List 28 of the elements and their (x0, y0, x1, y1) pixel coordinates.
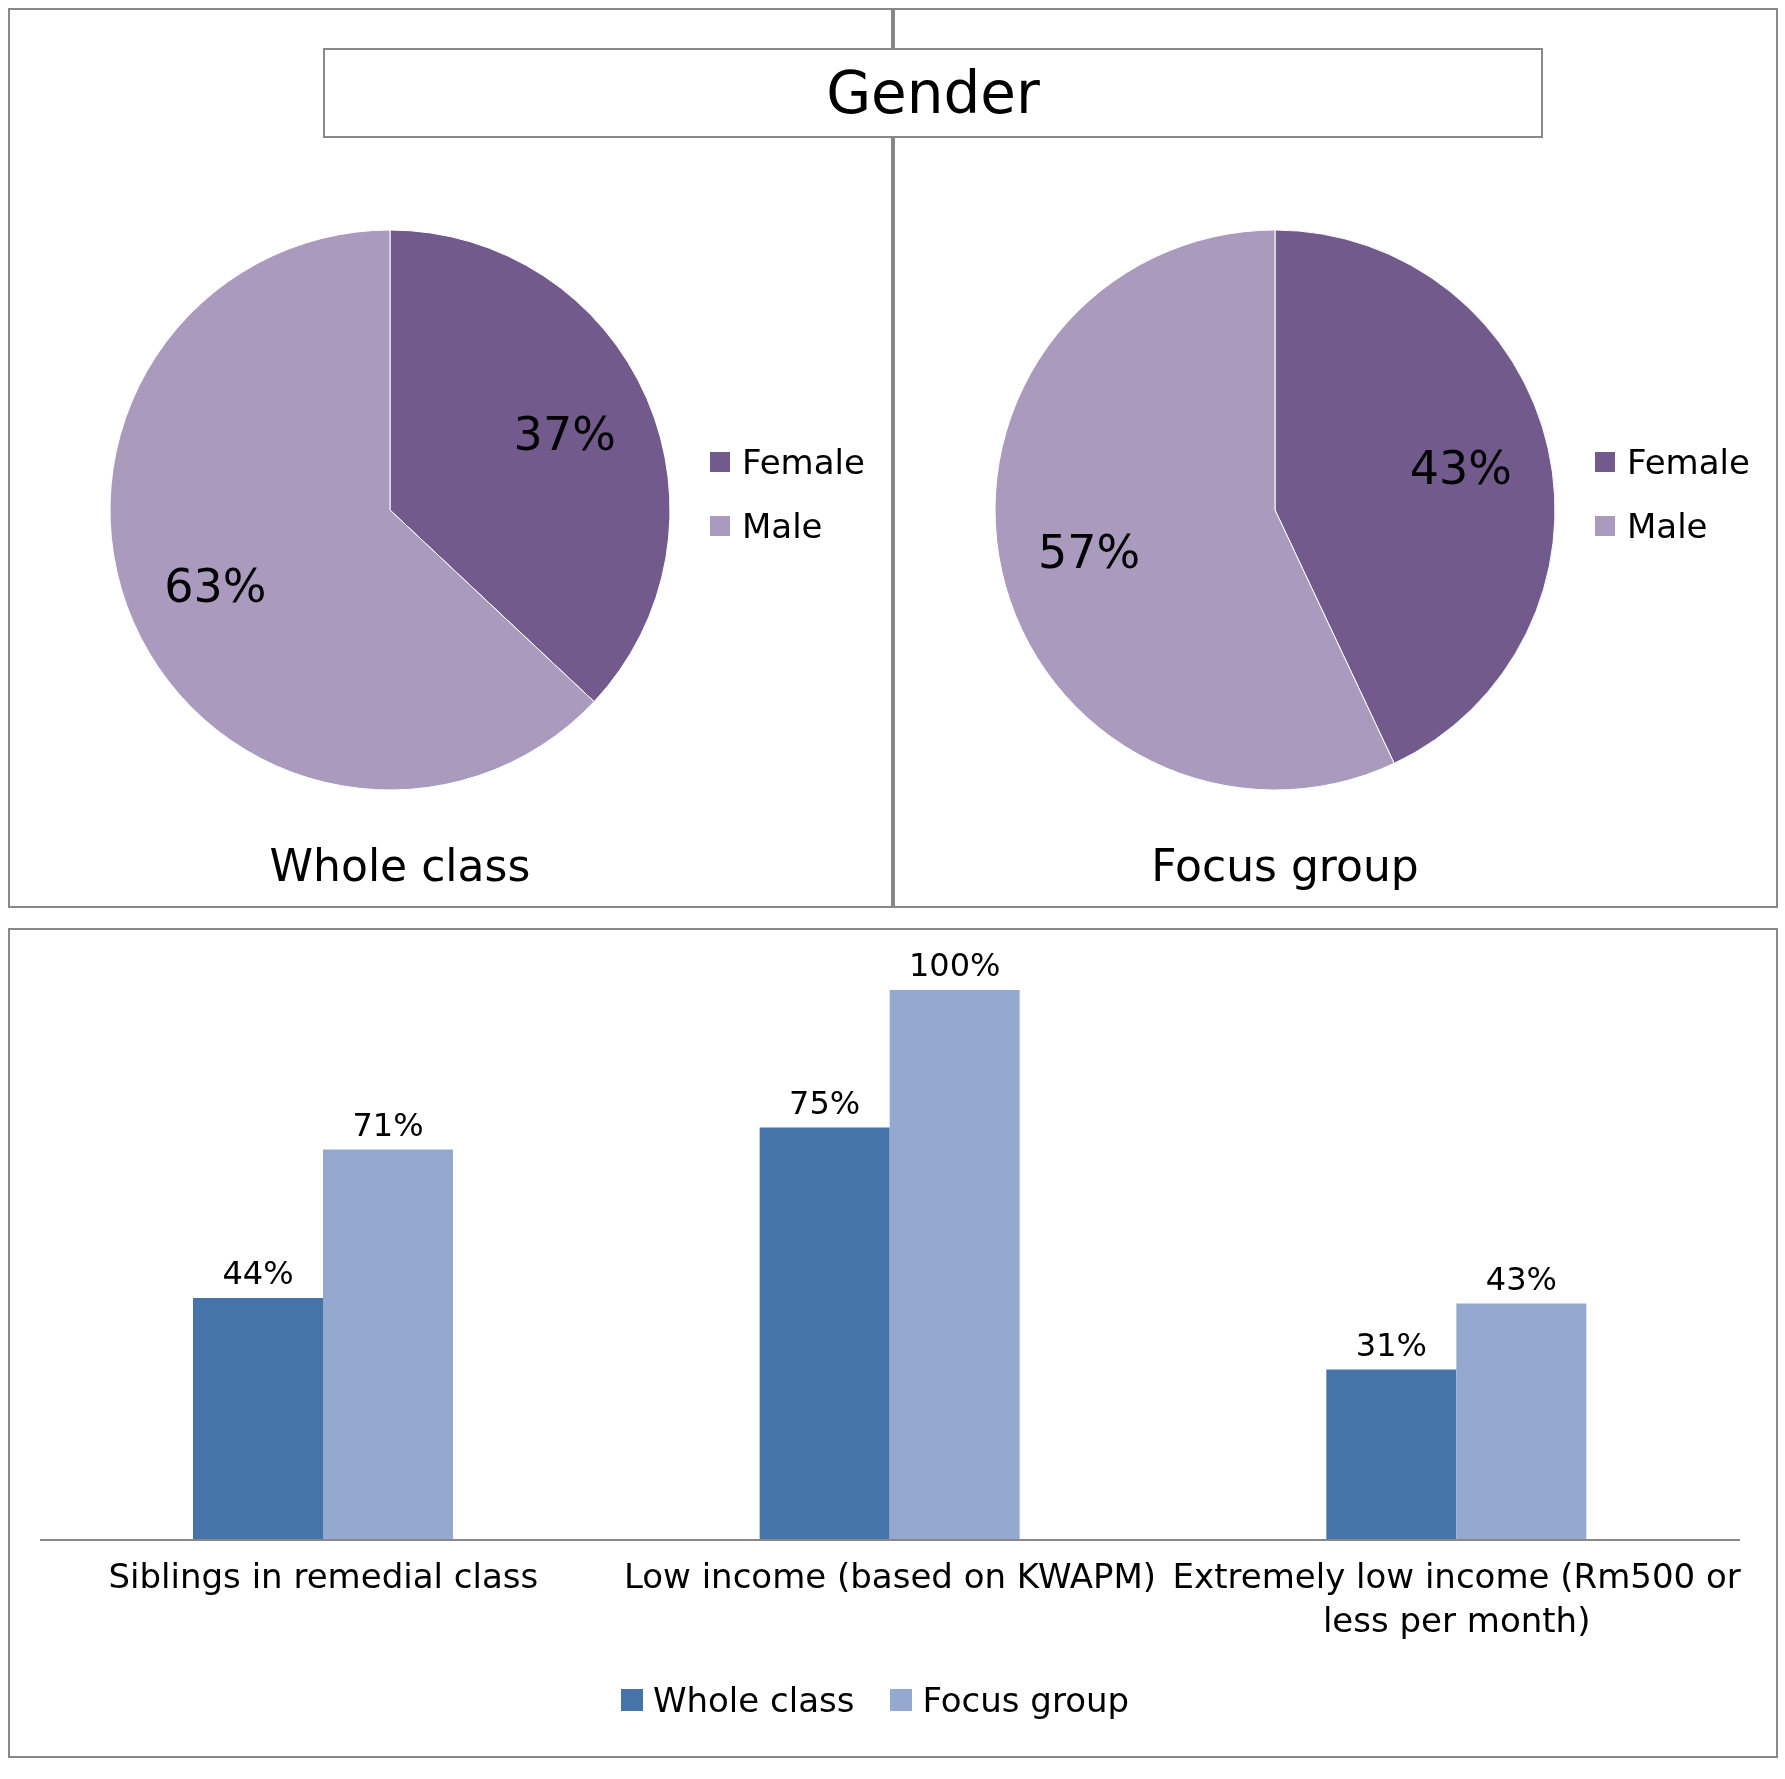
data-label: 75% (789, 1083, 861, 1122)
data-label: 37% (513, 407, 616, 462)
bar (193, 1298, 323, 1540)
bar (1326, 1369, 1457, 1540)
bar (889, 990, 1020, 1540)
legend-label: Male (742, 506, 823, 546)
legend-label: Male (1627, 506, 1708, 546)
data-label: 71% (352, 1105, 424, 1144)
legend-label: Whole class (652, 1680, 855, 1720)
data-label: 57% (1038, 524, 1141, 579)
legend-label: Female (1627, 442, 1750, 482)
legend-label: Focus group (922, 1680, 1130, 1720)
bar (323, 1149, 453, 1540)
data-label: 100% (908, 946, 1001, 984)
data-label: 44% (222, 1254, 294, 1292)
chart-title: Gender (323, 48, 1543, 138)
bar (759, 1127, 890, 1540)
data-label: 43% (1485, 1259, 1557, 1298)
bar (1456, 1303, 1587, 1540)
data-label: 63% (164, 558, 267, 613)
legend-label: Female (742, 442, 865, 482)
text: Whole class (268, 840, 532, 891)
data-label: 31% (1355, 1325, 1427, 1364)
x-tick-label: Siblings in remedial class (108, 1556, 539, 1596)
data-label: 43% (1409, 441, 1512, 496)
text: Focus group (1150, 840, 1420, 891)
x-tick-label: Low income (based on KWAPM) (623, 1556, 1157, 1596)
x-tick-label: Extremely low income (Rm500 or less per month) (1172, 1556, 1741, 1640)
